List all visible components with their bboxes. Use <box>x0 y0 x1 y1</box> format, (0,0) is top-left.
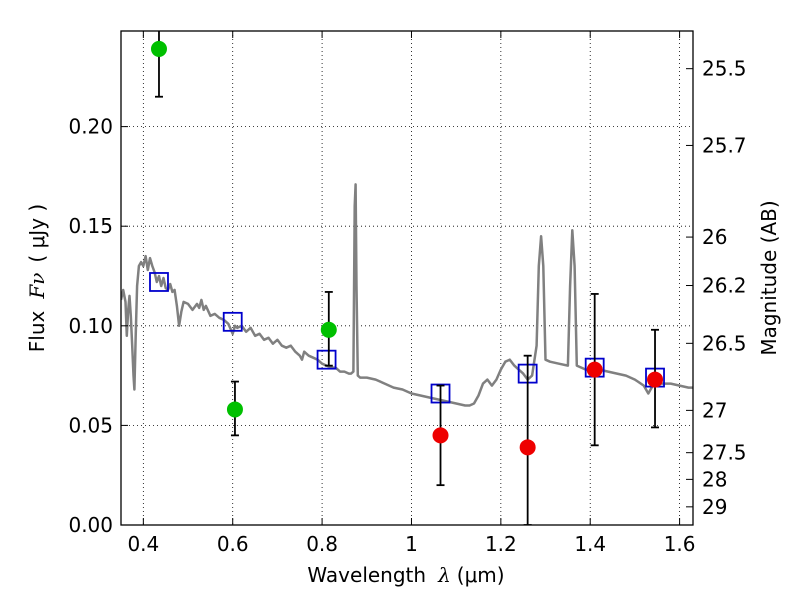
right-tick-label: 26 <box>702 225 727 249</box>
photometry-point <box>151 41 166 56</box>
x-tick-label: 1 <box>405 532 418 556</box>
right-tick-label: 26.5 <box>702 331 747 355</box>
x-tick-label: 0.4 <box>127 532 159 556</box>
x-tick-label: 1.4 <box>574 532 606 556</box>
y-axis-label-prefix: Flux <box>25 310 49 352</box>
photometry-point <box>520 440 535 455</box>
right-axis-label: Magnitude (AB) <box>757 200 781 355</box>
x-tick-label: 0.6 <box>217 532 249 556</box>
right-tick-label: 28 <box>702 467 727 491</box>
x-tick-label: 1.2 <box>485 532 517 556</box>
y-tick-label: 0.00 <box>68 513 113 537</box>
photometry-point <box>648 372 663 387</box>
y-tick-label: 0.15 <box>68 214 113 238</box>
x-axis-label: Wavelength λ (μm) <box>307 563 504 587</box>
chart-background <box>0 0 800 600</box>
y-axis-label-unit: ( μJy ) <box>25 204 49 263</box>
y-axis-label: Flux Fν ( μJy ) <box>25 204 49 352</box>
photometry-point <box>587 362 602 377</box>
right-tick-label: 29 <box>702 495 727 519</box>
right-tick-label: 25.7 <box>702 133 747 157</box>
right-tick-label: 27 <box>702 398 727 422</box>
y-tick-label: 0.20 <box>68 115 113 139</box>
x-tick-label: 1.6 <box>664 532 696 556</box>
right-tick-label: 27.5 <box>702 441 747 465</box>
x-axis-label-prefix: Wavelength <box>307 563 426 587</box>
y-tick-label: 0.10 <box>68 314 113 338</box>
photometry-point <box>321 322 336 337</box>
x-tick-label: 0.8 <box>306 532 338 556</box>
right-tick-label: 25.5 <box>702 57 747 81</box>
photometry-point <box>433 428 448 443</box>
x-axis-label-unit: (μm) <box>457 563 505 587</box>
y-tick-label: 0.05 <box>68 413 113 437</box>
photometry-point <box>227 402 242 417</box>
y-axis-label-symbol: Fν <box>25 273 49 300</box>
sed-chart: 0.4 0.6 0.8 1 1.2 1.4 1.6 0.00 0.05 0.10 0.15 0.20 2… <box>0 0 800 600</box>
right-tick-label: 26.2 <box>702 274 747 298</box>
x-axis-label-symbol: λ <box>437 563 451 587</box>
